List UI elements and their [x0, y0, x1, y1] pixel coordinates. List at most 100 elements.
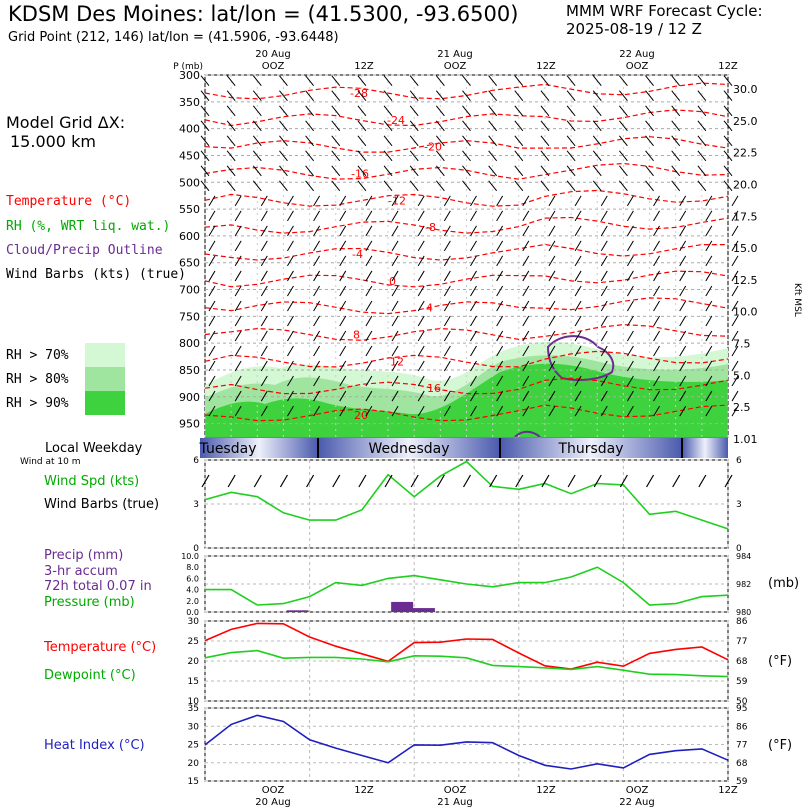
wind-barb	[287, 330, 294, 342]
wind-barb	[208, 285, 216, 297]
wind-barb	[653, 375, 660, 387]
wind-barb	[287, 270, 294, 282]
wind-barb	[470, 405, 477, 417]
heat-index-label: Heat Index (°C)	[44, 738, 145, 753]
wind-barb	[619, 165, 628, 177]
wind-barb	[645, 120, 654, 132]
wind-barb	[496, 195, 504, 207]
bottom-time-tick: OOZ	[262, 785, 285, 796]
surface-wind-barb	[279, 474, 288, 488]
wind-barb	[313, 390, 321, 402]
wind-barb	[287, 195, 294, 207]
wind-barb	[331, 165, 341, 177]
legend-rh90-label: RH > 90%	[6, 396, 69, 411]
wind-panel-right-tick: 0	[736, 544, 742, 554]
height-tick-label: 5.0	[733, 369, 751, 382]
wind-barb	[287, 375, 294, 387]
wind-barb	[234, 360, 242, 372]
wind-barb	[574, 375, 582, 387]
wind-barb	[226, 180, 236, 192]
height-tick-label: 15.0	[733, 242, 758, 255]
wind-barb	[443, 285, 451, 297]
bottom-time-tick: 12Z	[536, 785, 556, 796]
wind-barb	[619, 75, 628, 87]
wind-barb	[653, 270, 660, 282]
surface-wind-barb	[384, 474, 393, 488]
wind-barb	[626, 360, 634, 372]
wind-barb	[409, 135, 419, 147]
precip-pressure-panel: 0.0 2.0 4.0 6.0 8.0 10.0 980 982 984	[181, 552, 751, 617]
wind-barb	[234, 240, 242, 252]
wind-barb	[697, 180, 707, 192]
weekday-label: Local Weekday	[45, 441, 143, 456]
wind-barb	[653, 360, 660, 372]
wind-barb	[731, 345, 739, 357]
wind-barb	[723, 75, 733, 87]
wind-barb	[566, 75, 576, 87]
heat-index-panel-right-tick: 77	[736, 741, 747, 751]
cross-section-panel: 300 350 400 450 500 550 600 650 700 750 800 850 900 9…	[173, 62, 802, 446]
grid-point-subtitle: Grid Point (212, 146) lat/lon = (41.5906…	[8, 30, 339, 45]
wind-barb	[391, 255, 399, 267]
wind-barb	[208, 330, 216, 342]
wind-barb	[260, 225, 268, 237]
wind-barb	[496, 285, 504, 297]
wind-barb	[443, 210, 451, 222]
wind-barb	[626, 315, 634, 327]
weekday-segment	[682, 438, 728, 458]
wind-barb	[339, 405, 347, 417]
wind-barb	[339, 330, 347, 342]
temperature-panel-left-tick: 10	[188, 697, 200, 707]
wind-barb	[260, 390, 268, 402]
wind-barb	[260, 345, 268, 357]
wind-barb	[731, 300, 739, 312]
wind-panel-right-tick: 3	[736, 500, 742, 510]
wind-barb	[391, 390, 399, 402]
wind-barb	[339, 315, 347, 327]
wind-barb	[365, 240, 373, 252]
weekday-name: Tuesday	[199, 441, 257, 457]
wind-barb	[365, 375, 373, 387]
wind-barb	[305, 75, 314, 87]
isotherm-line	[204, 243, 728, 261]
height-tick-label: 2.5	[733, 401, 751, 414]
wind-barb	[723, 150, 733, 162]
pressure-tick-label: 850	[179, 364, 200, 377]
wind-barb	[252, 135, 262, 147]
wind-barb	[574, 285, 582, 297]
wind-barb	[705, 345, 713, 357]
wind-barb	[705, 390, 713, 402]
wind-barb	[470, 315, 477, 327]
wind-barb	[313, 360, 321, 372]
wind-barb	[540, 105, 550, 117]
wind-barb	[226, 75, 236, 87]
wind-panel: 0 0 3 3 6 6	[193, 456, 742, 554]
heat-index-panel-right-tick: 95	[736, 704, 747, 714]
wind-barb	[339, 390, 347, 402]
wind-barb	[443, 255, 451, 267]
pressure-tick-label: 650	[179, 257, 200, 270]
page-title: KDSM Des Moines: lat/lon = (41.5300, -93…	[8, 2, 519, 26]
wind-barb	[671, 135, 681, 147]
wind-barb	[339, 210, 347, 222]
pressure-tick-label: 400	[179, 123, 200, 136]
wind-barb	[287, 300, 294, 312]
surface-wind-barb	[358, 474, 367, 488]
wind-barb	[287, 225, 294, 237]
weekday-segment	[318, 438, 500, 458]
wind-barb	[653, 390, 660, 402]
wind-barb	[391, 360, 399, 372]
wind-barb	[522, 405, 530, 417]
isotherm-line	[204, 216, 729, 234]
wind-barb	[279, 90, 288, 102]
weekday-name: Thursday	[557, 441, 623, 457]
wind-barb	[200, 75, 210, 87]
wind-barb	[470, 210, 477, 222]
wind-barb	[339, 300, 347, 312]
wind-barb	[522, 240, 530, 252]
wind-barb	[566, 165, 576, 177]
wind-barb	[705, 375, 713, 387]
wind-barb	[705, 405, 713, 417]
wind-barb	[514, 105, 524, 117]
precip-bar	[286, 610, 309, 612]
